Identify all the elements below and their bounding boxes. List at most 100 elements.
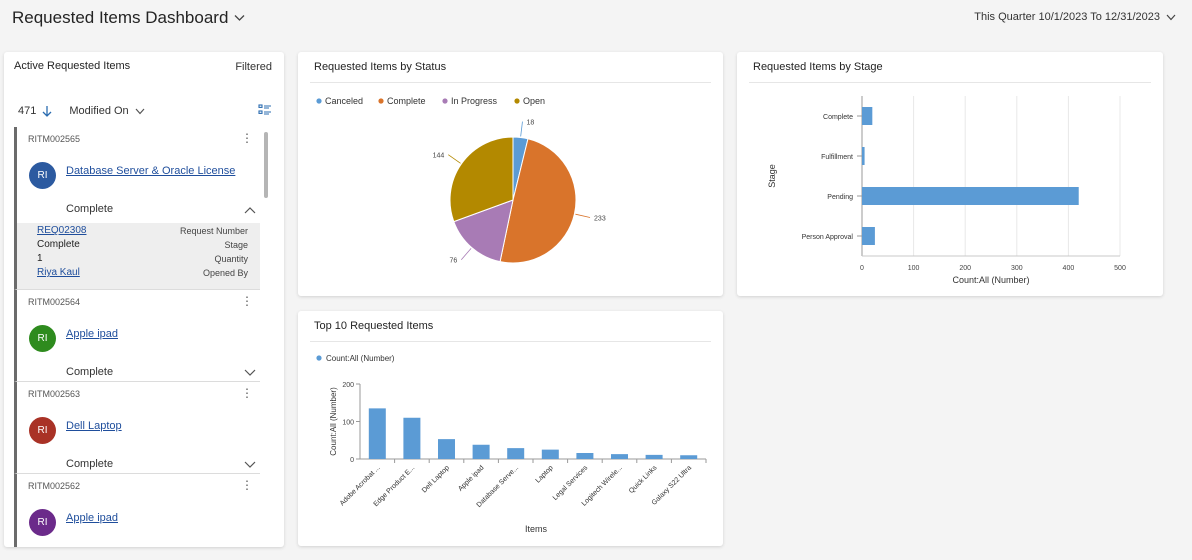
more-options-icon[interactable]: ⋮ (241, 478, 253, 492)
y-tick-label: Complete (823, 114, 853, 121)
x-tick-label: Quick Links (628, 464, 659, 495)
avatar: RI (29, 509, 56, 536)
y-tick-label: 200 (342, 382, 354, 389)
detail-label: Request Number (179, 226, 248, 236)
sort-descending-icon[interactable] (41, 105, 53, 118)
filtered-label[interactable]: Filtered (235, 61, 272, 73)
detail-value: 1 (37, 253, 43, 264)
list-view-icon[interactable] (258, 103, 272, 117)
item-title-link[interactable]: Database Server & Oracle License (66, 165, 236, 177)
y-tick-label: Person Approval (802, 234, 854, 241)
bar[interactable] (472, 444, 490, 459)
bar[interactable] (862, 147, 865, 165)
bar[interactable] (541, 449, 559, 459)
chevron-up-icon[interactable] (244, 206, 256, 214)
y-tick-label: Fulfillment (821, 154, 853, 161)
chevron-down-icon[interactable] (244, 369, 256, 377)
bar[interactable] (403, 417, 421, 459)
legend-label: Complete (387, 96, 426, 106)
item-title-link[interactable]: Apple ipad (66, 512, 118, 524)
list-item[interactable]: RITM002565 ⋮ RI Database Server & Oracle Li… (14, 127, 260, 290)
x-axis-title: Count:All (Number) (952, 275, 1029, 285)
legend-marker (316, 98, 322, 104)
data-label-leader (575, 213, 591, 218)
list-item[interactable]: RITM002564 ⋮ RI Apple ipad Complete (14, 290, 260, 382)
divider (310, 82, 711, 83)
bar[interactable] (611, 454, 628, 459)
bar[interactable] (862, 227, 875, 245)
legend-label: Count:All (Number) (326, 354, 395, 363)
divider (310, 341, 711, 342)
data-label-leader (460, 248, 472, 260)
detail-value[interactable]: REQ02308 (37, 225, 87, 236)
record-count: 471 (18, 105, 37, 117)
item-number: RITM002563 (28, 389, 81, 399)
stage-chart-card: Requested Items by Stage 0 100 200 300 400 50… (737, 52, 1163, 296)
legend-marker (316, 355, 322, 361)
y-axis-title: Stage (767, 164, 777, 188)
bar[interactable] (862, 187, 1079, 205)
chart-title: Requested Items by Stage (753, 61, 883, 73)
chevron-down-icon[interactable] (244, 461, 256, 469)
item-state: Complete (66, 366, 114, 378)
chart-title: Requested Items by Status (314, 61, 447, 73)
requested-items-list: RITM002565 ⋮ RI Database Server & Oracle Li… (14, 127, 260, 547)
more-options-icon[interactable]: ⋮ (241, 294, 253, 308)
date-range-label: This Quarter 10/1/2023 To 12/31/2023 (974, 11, 1160, 23)
divider (749, 82, 1151, 83)
stage-bar-chart[interactable]: 0 100 200 300 400 500 Complete Fulfillment Pendi… (737, 52, 1163, 296)
card-title: Active Requested Items (14, 60, 131, 72)
bar[interactable] (680, 455, 698, 459)
chevron-down-icon (135, 108, 145, 114)
sort-field-selector[interactable]: Modified On (69, 105, 129, 117)
data-label: 76 (449, 258, 457, 265)
bar[interactable] (576, 453, 594, 459)
legend-marker (514, 98, 520, 104)
y-tick-label: Pending (827, 194, 853, 201)
legend-label: Open (523, 96, 545, 106)
list-item[interactable]: RITM002562 ⋮ RI Apple ipad (14, 474, 260, 547)
x-tick-label: 500 (1114, 265, 1126, 272)
date-range-filter[interactable]: This Quarter 10/1/2023 To 12/31/2023 (974, 11, 1176, 23)
bar[interactable] (507, 448, 525, 459)
x-tick-label: Laptop (535, 464, 555, 484)
sort-bar: 471 Modified On (18, 102, 274, 120)
dashboard-selector[interactable]: Requested Items Dashboard (12, 8, 245, 28)
list-scrollbar[interactable] (264, 132, 268, 198)
more-options-icon[interactable]: ⋮ (241, 386, 253, 400)
bar[interactable] (862, 107, 873, 125)
item-state: Complete (66, 203, 114, 215)
x-tick-label: 400 (1063, 265, 1075, 272)
x-tick-label: Legal Services (552, 464, 590, 502)
x-tick-label: Dell Laptop (421, 464, 451, 494)
list-item[interactable]: RITM002563 ⋮ RI Dell Laptop Complete (14, 382, 260, 474)
y-tick-label: 100 (342, 420, 354, 427)
top-bar: Requested Items Dashboard This Quarter 1… (0, 0, 1192, 40)
top-items-chart-card: Top 10 Requested Items Count:All (Number… (298, 311, 723, 546)
bar[interactable] (368, 408, 386, 459)
pie-slice[interactable] (449, 136, 514, 223)
avatar: RI (29, 325, 56, 352)
detail-label: Quantity (214, 254, 248, 264)
detail-value[interactable]: Riya Kaul (37, 267, 80, 278)
item-title-link[interactable]: Apple ipad (66, 328, 118, 340)
x-tick-label: 300 (1011, 265, 1023, 272)
item-number: RITM002564 (28, 297, 81, 307)
more-options-icon[interactable]: ⋮ (241, 131, 253, 145)
detail-value: Complete (37, 239, 80, 250)
bar[interactable] (645, 454, 663, 459)
y-tick-label: 0 (350, 457, 354, 464)
active-requested-items-card: Active Requested Items Filtered 471 Modi… (4, 52, 284, 547)
item-title-link[interactable]: Dell Laptop (66, 420, 122, 432)
bar[interactable] (438, 439, 455, 459)
chevron-down-icon (1166, 14, 1176, 20)
status-pie-chart[interactable]: Canceled Complete In Progress Open 18 233 76 14… (298, 52, 723, 296)
x-tick-label: 100 (908, 265, 920, 272)
x-tick-label: Apple ipad (457, 464, 485, 492)
status-chart-card: Requested Items by Status Canceled Comple… (298, 52, 723, 296)
legend-label: In Progress (451, 96, 498, 106)
data-label-leader (520, 121, 523, 137)
pie-slice[interactable] (499, 138, 577, 264)
pie-slice[interactable] (453, 199, 514, 263)
